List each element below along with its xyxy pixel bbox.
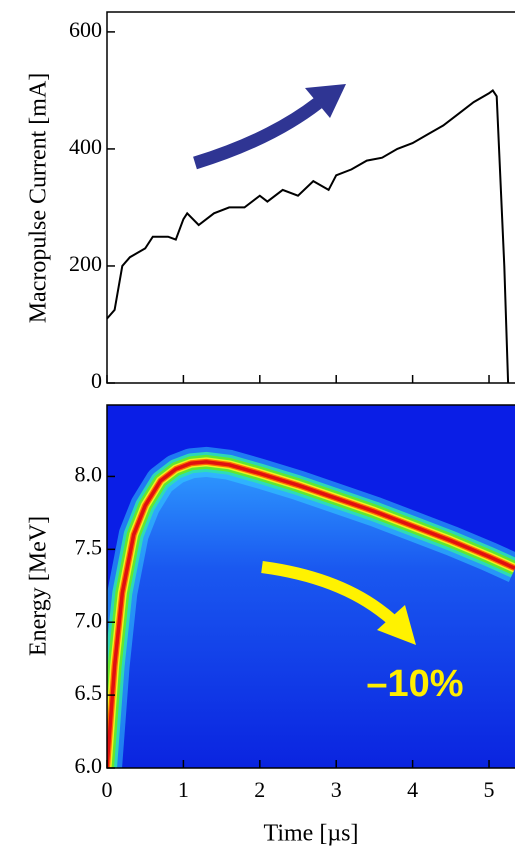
- x-tick-label: 3: [331, 777, 342, 802]
- y-tick-label: 400: [69, 134, 102, 159]
- y-tick-label: 6.0: [75, 753, 103, 778]
- y-axis-label: Macropulse Current [mA]: [26, 73, 52, 324]
- y-axis-label: Energy [MeV]: [26, 516, 52, 656]
- x-tick-label: 2: [254, 777, 265, 802]
- x-tick-label: 4: [407, 777, 418, 802]
- x-tick-label: 1: [178, 777, 189, 802]
- x-axis-label: Time [µs]: [264, 821, 359, 847]
- y-tick-label: 0: [91, 368, 102, 393]
- intensity-ridge: [107, 460, 515, 768]
- data-line: [106, 88, 510, 384]
- trend-arrow: [193, 84, 346, 170]
- x-tick-label: 0: [102, 777, 113, 802]
- y-tick-label: 8.0: [75, 461, 103, 486]
- y-tick-label: 200: [69, 251, 102, 276]
- y-tick-label: 7.0: [75, 607, 103, 632]
- y-tick-label: 7.5: [75, 534, 103, 559]
- bottom-frame: [106, 404, 515, 769]
- y-tick-label: 6.5: [75, 680, 103, 705]
- x-tick-label: 5: [484, 777, 495, 802]
- top-frame: [106, 11, 515, 384]
- heatmap: [107, 446, 515, 768]
- trend-arrow: [261, 561, 416, 645]
- annotation: –10%: [366, 663, 463, 705]
- y-tick-label: 600: [69, 17, 102, 42]
